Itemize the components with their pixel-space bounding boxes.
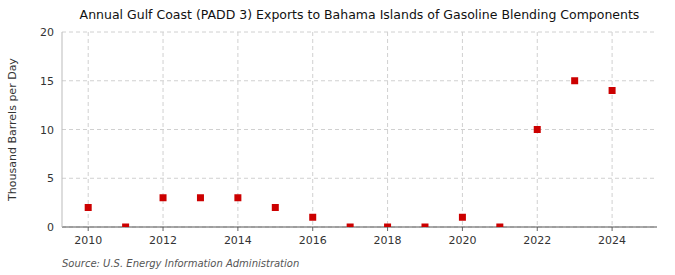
x-grid-line	[312, 32, 313, 227]
grid	[62, 32, 657, 227]
point	[609, 87, 616, 94]
y-axis-label: Thousand Barrels per Day	[6, 58, 19, 202]
point	[197, 194, 204, 201]
source-note: Source: U.S. Energy Information Administ…	[62, 258, 299, 269]
point	[234, 194, 241, 201]
y-grid-line	[62, 80, 657, 81]
point	[459, 214, 466, 221]
x-grid-line	[462, 32, 463, 227]
point	[85, 204, 92, 211]
x-tick-mark	[387, 227, 388, 231]
x-tick-mark	[612, 227, 613, 231]
y-grid-line	[62, 178, 657, 179]
y-tick-label: 15	[40, 75, 54, 88]
x-tick-label: 2018	[374, 234, 402, 247]
point	[534, 126, 541, 133]
x-tick-label: 2022	[523, 234, 551, 247]
chart-container: Annual Gulf Coast (PADD 3) Exports to Ba…	[0, 0, 675, 275]
x-tick-mark	[312, 227, 313, 231]
x-axis-line	[62, 227, 657, 228]
y-tick-label: 5	[47, 172, 54, 185]
y-grid-line	[62, 227, 657, 228]
title: Annual Gulf Coast (PADD 3) Exports to Ba…	[80, 7, 640, 22]
y-tick-label: 0	[47, 221, 54, 234]
x-tick-mark	[88, 227, 89, 231]
x-grid-line	[387, 32, 388, 227]
y-tick-label: 10	[40, 124, 54, 137]
point	[272, 204, 279, 211]
x-tick-mark	[537, 227, 538, 231]
point	[571, 77, 578, 84]
x-tick-label: 2010	[74, 234, 102, 247]
x-tick-label: 2014	[224, 234, 252, 247]
y-tick-label: 20	[40, 26, 54, 39]
x-tick-label: 2024	[598, 234, 626, 247]
x-tick-mark	[237, 227, 238, 231]
x-tick-label: 2012	[149, 234, 177, 247]
point	[496, 224, 503, 228]
x-grid-line	[88, 32, 89, 227]
point	[122, 224, 129, 228]
point	[347, 224, 354, 228]
y-grid-line	[62, 129, 657, 130]
point	[309, 214, 316, 221]
y-axis-line	[62, 32, 63, 227]
point	[384, 224, 391, 228]
point	[160, 194, 167, 201]
points	[85, 77, 616, 227]
x-tick-label: 2020	[448, 234, 476, 247]
point	[421, 224, 428, 228]
x-tick-label: 2016	[299, 234, 327, 247]
x-tick-mark	[462, 227, 463, 231]
x-tick-mark	[163, 227, 164, 231]
y-grid-line	[62, 32, 657, 33]
chart: Annual Gulf Coast (PADD 3) Exports to Ba…	[0, 0, 675, 275]
x-grid-line	[612, 32, 613, 227]
